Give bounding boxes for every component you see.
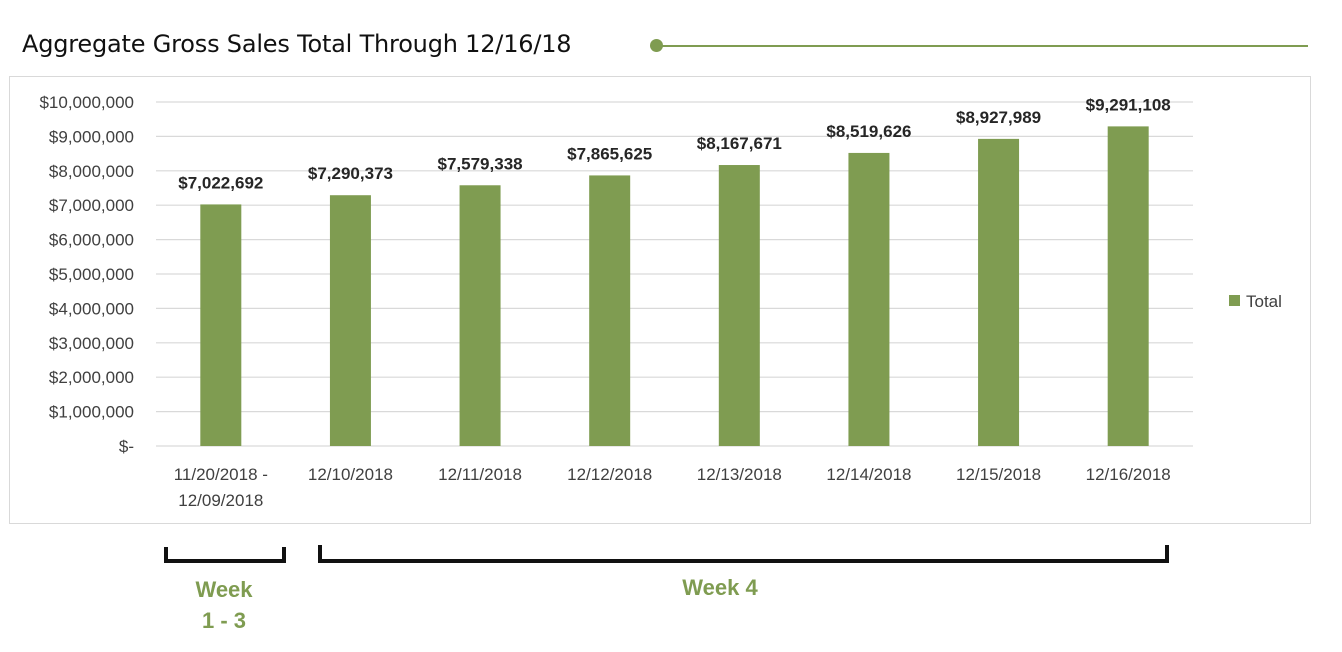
bar	[200, 204, 242, 446]
data-label: $8,519,626	[826, 122, 911, 141]
y-tick-label: $6,000,000	[49, 231, 134, 250]
title-decoration-line	[656, 45, 1308, 47]
bar	[459, 185, 501, 447]
y-tick-label: $8,000,000	[49, 162, 134, 181]
x-tick-label: 12/11/2018	[438, 465, 522, 484]
x-tick-label: 12/10/2018	[308, 465, 393, 484]
week-1-3-label-line-2: 1 - 3	[201, 608, 247, 633]
x-tick-label: 12/09/2018	[178, 491, 263, 510]
data-label: $8,927,989	[956, 108, 1041, 127]
x-tick-label: 12/15/2018	[956, 465, 1041, 484]
bar	[589, 175, 631, 447]
week-4-label: Week 4	[682, 575, 758, 600]
bar	[848, 152, 890, 446]
y-tick-label: $-	[119, 437, 134, 456]
x-tick-label: 12/14/2018	[826, 465, 911, 484]
data-label: $7,579,338	[438, 154, 523, 173]
data-label: $9,291,108	[1086, 95, 1171, 114]
data-label: $7,290,373	[308, 164, 393, 183]
data-label: $7,022,692	[178, 173, 263, 192]
chart-title: Aggregate Gross Sales Total Through 12/1…	[22, 30, 572, 58]
bar	[1107, 126, 1149, 446]
legend-label: Total	[1246, 292, 1282, 311]
y-tick-label: $4,000,000	[49, 299, 134, 318]
legend-swatch	[1229, 295, 1240, 306]
week-4-bracket	[318, 545, 1169, 563]
y-tick-label: $2,000,000	[49, 368, 134, 387]
y-tick-label: $3,000,000	[49, 334, 134, 353]
y-tick-label: $9,000,000	[49, 127, 134, 146]
x-tick-label: 12/16/2018	[1086, 465, 1171, 484]
bar	[718, 165, 760, 447]
y-tick-label: $7,000,000	[49, 196, 134, 215]
bar	[329, 195, 371, 446]
x-tick-label: 11/20/2018 -	[174, 465, 268, 484]
y-tick-label: $5,000,000	[49, 265, 134, 284]
data-label: $8,167,671	[697, 134, 782, 153]
title-decoration-dot	[650, 39, 663, 52]
x-tick-label: 12/13/2018	[697, 465, 782, 484]
week-1-3-bracket	[164, 547, 286, 563]
y-tick-label: $10,000,000	[39, 93, 134, 112]
x-tick-label: 12/12/2018	[567, 465, 652, 484]
week-1-3-label: Week 1 - 3	[172, 574, 276, 636]
bar	[978, 138, 1020, 446]
data-label: $7,865,625	[567, 144, 652, 163]
week-1-3-label-line-1: Week	[195, 577, 253, 602]
y-tick-label: $1,000,000	[49, 403, 134, 422]
